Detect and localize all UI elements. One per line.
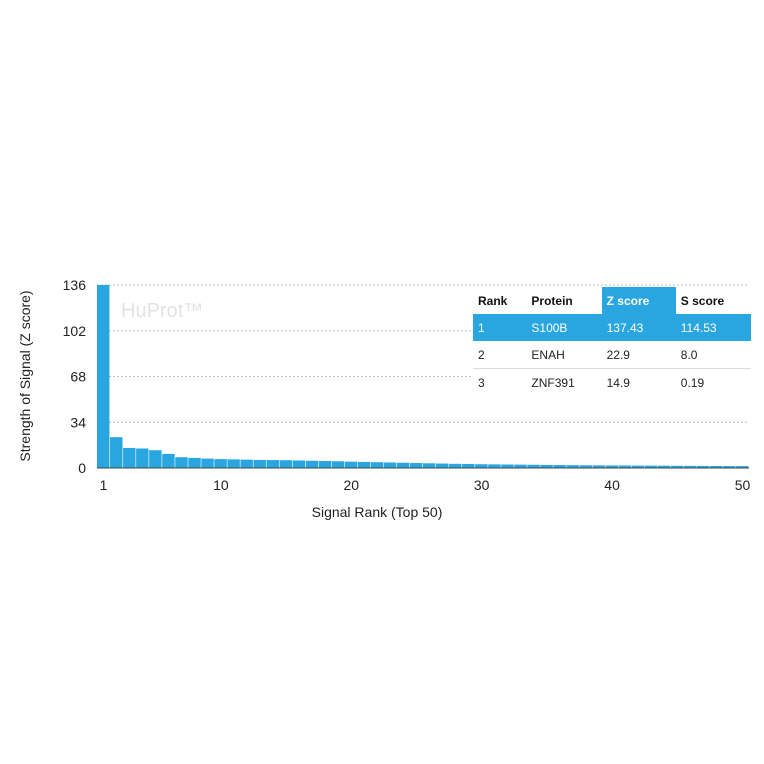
x-tick-label: 30	[474, 477, 490, 493]
bar	[540, 464, 553, 468]
table-header-row: Rank Protein Z score S score	[473, 287, 751, 314]
ranking-table: Rank Protein Z score S score 1 S100B 137…	[473, 287, 751, 396]
x-axis-label: Signal Rank (Top 50)	[312, 504, 443, 520]
x-tick-labels: 1 10 20 30 40 50	[100, 477, 751, 493]
y-axis-label: Strength of Signal (Z score)	[17, 290, 33, 461]
table-row: 3 ZNF391 14.9 0.19	[473, 369, 751, 397]
bar	[644, 465, 658, 468]
y-tick-label: 68	[70, 369, 86, 385]
x-tick-label: 50	[735, 477, 751, 493]
bar	[266, 460, 279, 468]
x-tick-label: 10	[213, 477, 229, 493]
bar	[501, 464, 514, 468]
bar	[97, 285, 110, 468]
cell-s-score: 114.53	[675, 314, 751, 341]
bar	[605, 465, 618, 468]
bar	[110, 437, 123, 468]
bar	[292, 460, 306, 468]
bar	[409, 463, 423, 468]
bar	[149, 450, 162, 468]
bar	[579, 465, 592, 468]
bar	[318, 461, 332, 468]
cell-rank: 3	[478, 375, 485, 390]
bar	[527, 464, 540, 468]
cell-z-score: 137.43	[601, 314, 676, 341]
cell-s-score: 8.0	[675, 341, 751, 369]
bar	[709, 465, 723, 468]
bar	[370, 462, 384, 468]
bar	[475, 464, 488, 468]
bar	[383, 462, 397, 468]
bar	[618, 465, 632, 468]
bar	[683, 465, 697, 468]
table-row: 2 ENAH 22.9 8.0	[473, 341, 751, 369]
bar	[657, 465, 671, 468]
bar	[396, 462, 410, 468]
bar	[722, 466, 736, 468]
cell-s-score: 0.19	[680, 375, 705, 390]
y-tick-label: 102	[63, 323, 87, 339]
y-tick-label: 34	[70, 414, 86, 430]
grid-lines	[97, 284, 749, 423]
y-tick-label: 0	[78, 460, 86, 476]
bar	[514, 464, 527, 468]
bar	[123, 447, 136, 468]
bar	[344, 461, 358, 468]
bar	[357, 461, 371, 468]
bar	[188, 457, 201, 468]
cell-rank: 1	[473, 314, 527, 341]
bar	[279, 460, 292, 468]
header-z-score: Z score	[601, 287, 676, 314]
x-tick-label: 1	[100, 477, 108, 493]
bar	[436, 463, 449, 468]
header-protein: Protein	[531, 293, 573, 308]
cell-protein: ZNF391	[531, 375, 575, 390]
bar	[670, 465, 684, 468]
header-s-score: S score	[680, 293, 725, 308]
bar	[175, 457, 188, 468]
x-tick-label: 40	[604, 477, 620, 493]
bar	[162, 453, 175, 468]
cell-rank: 2	[473, 341, 527, 369]
y-tick-label: 136	[63, 277, 87, 293]
bar	[214, 459, 227, 468]
bar	[449, 463, 462, 468]
x-tick-label: 20	[343, 477, 359, 493]
cell-protein: S100B	[526, 314, 602, 341]
bar	[240, 459, 253, 468]
bar	[331, 461, 345, 468]
watermark-text: HuProt™	[121, 300, 203, 322]
bar	[253, 459, 266, 468]
bar	[631, 465, 645, 468]
bar	[201, 458, 214, 468]
cell-protein: ENAH	[526, 341, 602, 369]
bar	[488, 464, 501, 468]
y-tick-labels: 0 34 68 102 136	[63, 277, 87, 476]
cell-z-score: 22.9	[601, 341, 676, 369]
bar	[696, 465, 710, 468]
bar	[462, 463, 475, 468]
bar	[553, 465, 566, 468]
table-row: 1 S100B 137.43 114.53	[473, 314, 751, 341]
bar	[592, 465, 605, 468]
bar	[735, 466, 749, 468]
bar	[136, 448, 149, 468]
header-rank: Rank	[478, 293, 508, 308]
bar	[423, 463, 436, 468]
bars	[97, 285, 749, 468]
bar	[566, 465, 579, 468]
cell-z-score: 14.9	[606, 375, 630, 390]
bar	[305, 460, 319, 468]
bar	[227, 459, 240, 468]
